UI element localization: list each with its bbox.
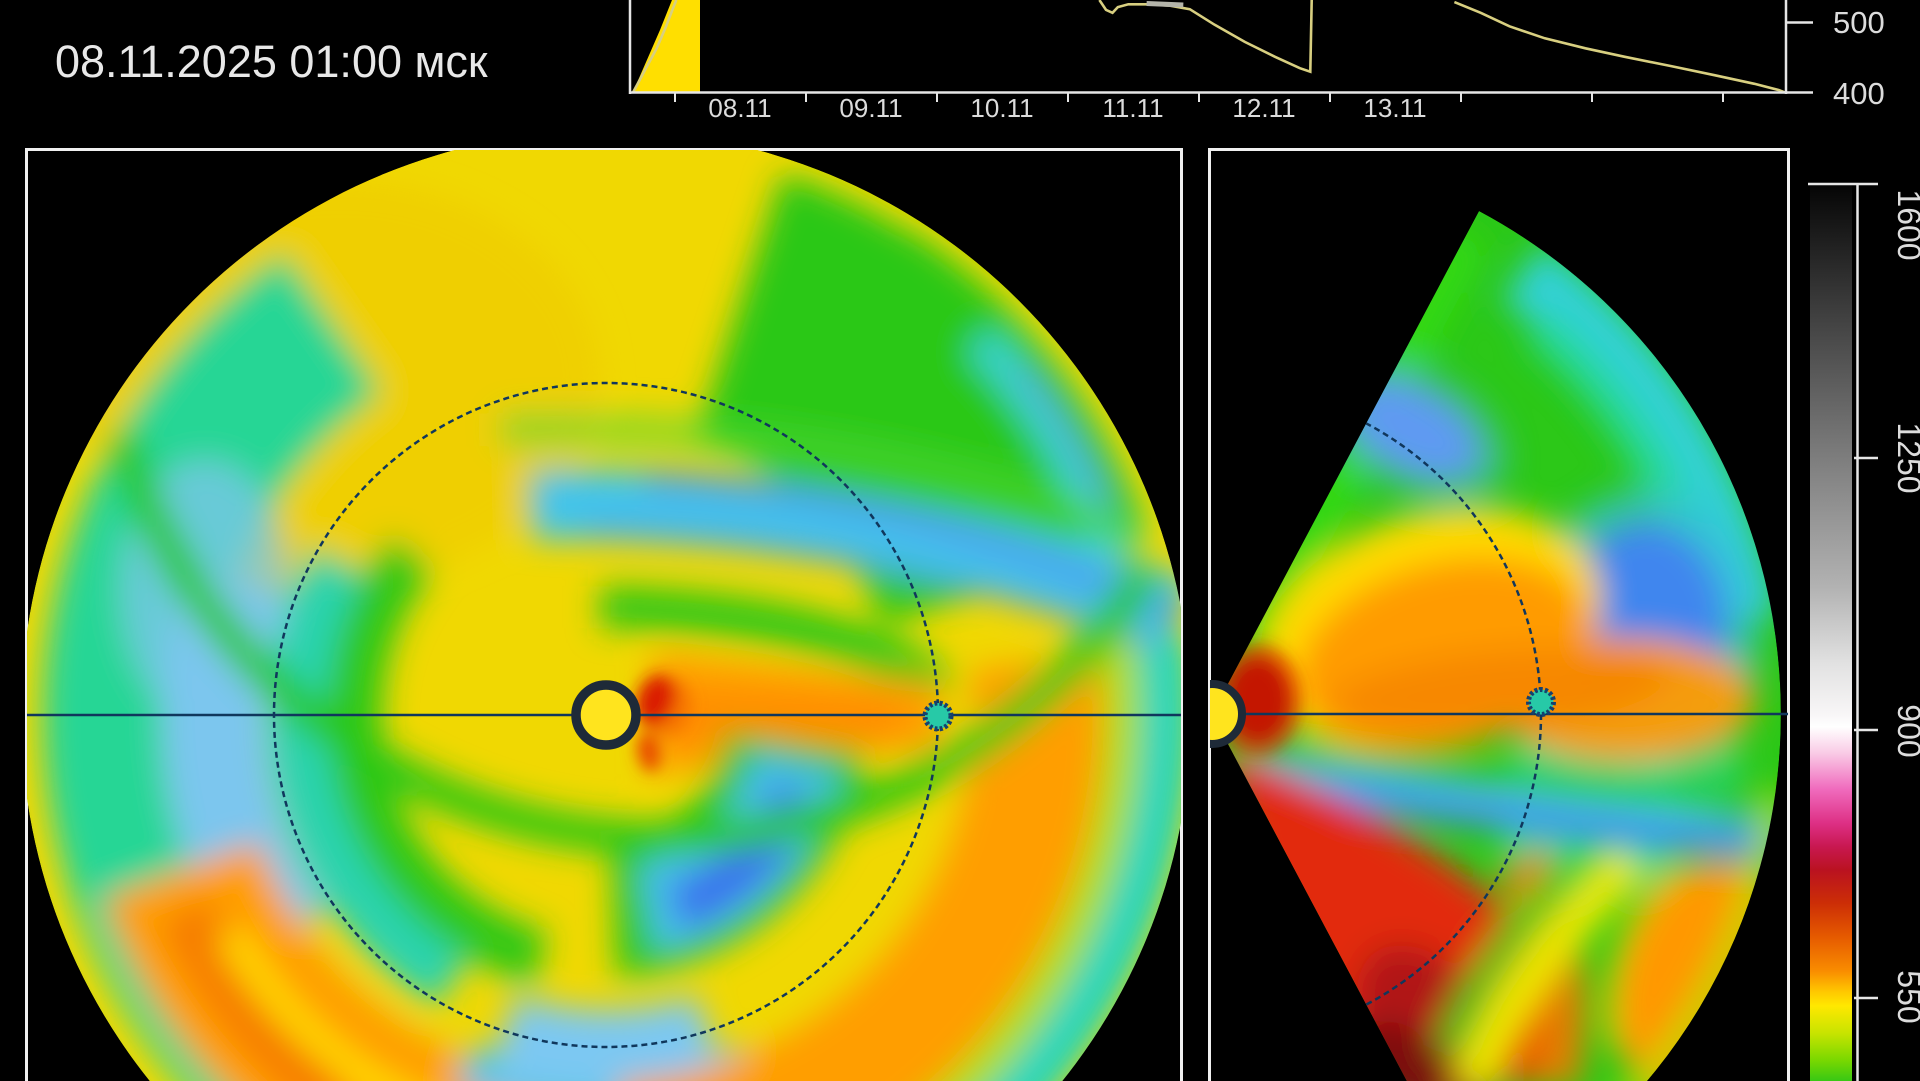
xtick-label: 09.11 <box>839 93 902 123</box>
ytick-label-400: 400 <box>1833 76 1885 111</box>
ecliptic-map-panel <box>25 148 1183 1081</box>
meridional-map-panel <box>1208 148 1790 1081</box>
earth-icon-meridional <box>1526 687 1556 717</box>
colorbar-label-550: 550 <box>1891 970 1920 1023</box>
past-filled-area <box>633 0 700 92</box>
ytick-label-500: 500 <box>1833 5 1885 40</box>
sun-icon-meridional <box>1210 680 1246 748</box>
xtick-label: 08.11 <box>708 93 771 123</box>
speed-colorbar: 1600 1250 900 550 <box>1808 182 1920 1081</box>
xtick-marks <box>674 93 1724 102</box>
xtick-label: 10.11 <box>970 93 1033 123</box>
sun-icon <box>571 680 641 750</box>
colorbar-gradient-bar <box>1810 184 1852 1081</box>
colorbar-label-1600: 1600 <box>1891 189 1920 260</box>
timeseries-chart: 08.11 09.11 10.11 11.11 12.11 13.11 500 … <box>628 0 1885 123</box>
speed-curve-group <box>631 0 1786 93</box>
cme-red-blob <box>635 674 691 772</box>
speed-curve-forecast-mid <box>1098 0 1313 74</box>
colorbar-label-900: 900 <box>1891 704 1920 757</box>
xtick-label: 11.11 <box>1102 93 1163 123</box>
earth-icon <box>922 700 954 732</box>
speed-curve-forecast-tail <box>1453 0 1786 93</box>
xtick-label: 12.11 <box>1232 93 1295 123</box>
speed-curve-past-rise <box>631 0 678 93</box>
observed-speed-segment <box>1146 1 1184 8</box>
xtick-label: 13.11 <box>1363 93 1426 123</box>
timestamp-label: 08.11.2025 01:00 мск <box>55 36 488 87</box>
colorbar-label-1250: 1250 <box>1891 422 1920 493</box>
